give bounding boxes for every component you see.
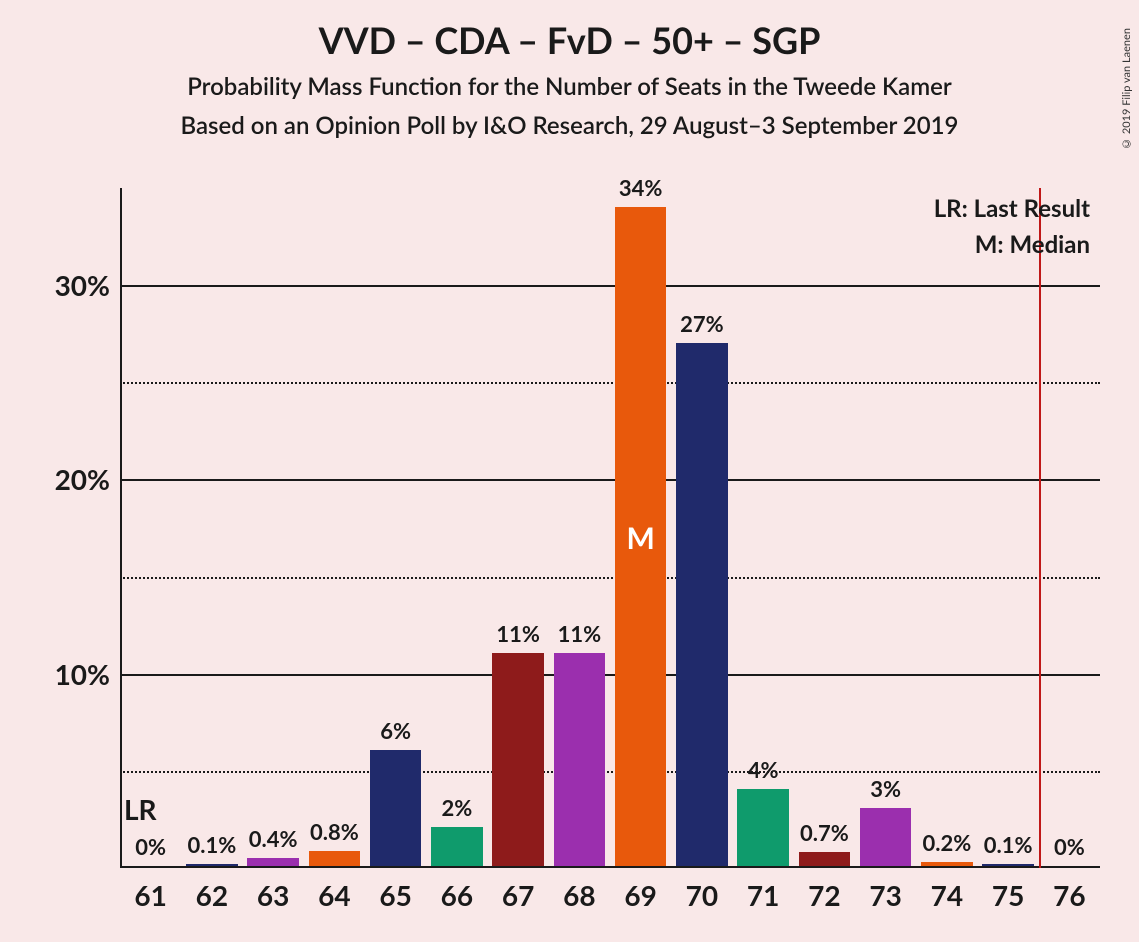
chart-title: VVD – CDA – FvD – 50+ – SGP	[0, 18, 1139, 62]
bar: 0.8%	[309, 851, 360, 866]
bar-slot: 0.7%	[794, 188, 855, 866]
x-tick-label: 66	[441, 878, 473, 912]
legend-lr: LR: Last Result	[934, 194, 1090, 223]
x-tick-label: 64	[318, 878, 350, 912]
bar-slot: 2%	[426, 188, 487, 866]
bar-value-label: 0.2%	[921, 829, 972, 856]
x-tick-label: 75	[992, 878, 1024, 912]
bar: 0.2%	[921, 862, 972, 866]
bar: 4%	[737, 789, 788, 866]
bar-value-label: 6%	[370, 717, 421, 744]
x-tick-label: 62	[196, 878, 228, 912]
bar-value-label: 0.1%	[186, 831, 237, 858]
y-tick-label: 20%	[55, 462, 110, 496]
x-tick-label: 68	[563, 878, 595, 912]
x-tick-label: 73	[869, 878, 901, 912]
x-tick-label: 71	[747, 878, 779, 912]
bar-value-label: 0%	[1044, 833, 1095, 860]
bar-slot: 27%	[671, 188, 732, 866]
bar-slot: 0.1%	[978, 188, 1039, 866]
plot-area: 0%0.1%0.4%0.8%6%2%11%11%34%27%4%0.7%3%0.…	[120, 188, 1100, 868]
x-tick-label: 63	[257, 878, 289, 912]
bar-value-label: 27%	[676, 310, 727, 337]
bar-value-label: 3%	[860, 775, 911, 802]
chart-subtitle-2: Based on an Opinion Poll by I&O Research…	[0, 111, 1139, 140]
chart-subtitle-1: Probability Mass Function for the Number…	[0, 72, 1139, 101]
bar-slot: 0%	[1039, 188, 1100, 866]
bar-value-label: 11%	[492, 620, 543, 647]
bar-slot: 0.8%	[304, 188, 365, 866]
bar: 6%	[370, 750, 421, 866]
bar-slot: 6%	[365, 188, 426, 866]
bar: 27%	[676, 343, 727, 866]
bar-slot: 0.4%	[243, 188, 304, 866]
x-tick-label: 74	[931, 878, 963, 912]
bar-value-label: 11%	[554, 620, 605, 647]
last-result-marker: LR	[124, 792, 157, 826]
bar-slot: 11%	[549, 188, 610, 866]
x-tick-label: 76	[1053, 878, 1085, 912]
legend-m: M: Median	[975, 230, 1090, 259]
bars-container: 0%0.1%0.4%0.8%6%2%11%11%34%27%4%0.7%3%0.…	[120, 188, 1100, 866]
bar: 0.7%	[799, 852, 850, 866]
y-tick-label: 10%	[55, 657, 110, 691]
bar-value-label: 0.1%	[982, 831, 1033, 858]
bar-slot: 3%	[855, 188, 916, 866]
bar: 3%	[860, 808, 911, 866]
bar: 11%	[492, 653, 543, 866]
copyright-text: © 2019 Filip van Laenen	[1120, 28, 1133, 150]
bar: 0.4%	[247, 858, 298, 866]
bar-value-label: 0%	[125, 833, 176, 860]
x-axis	[120, 866, 1100, 868]
x-tick-label: 61	[134, 878, 166, 912]
x-tick-label: 69	[624, 878, 656, 912]
x-tick-label: 65	[379, 878, 411, 912]
reference-vline	[1039, 188, 1041, 868]
bar: 0.1%	[186, 864, 237, 866]
bar-slot: 0.2%	[916, 188, 977, 866]
x-tick-label: 67	[502, 878, 534, 912]
bar: 0.1%	[982, 864, 1033, 866]
x-tick-label: 70	[686, 878, 718, 912]
bar-slot: 11%	[488, 188, 549, 866]
median-marker: M	[626, 520, 654, 556]
bar-value-label: 0.8%	[309, 818, 360, 845]
bar-value-label: 0.7%	[799, 819, 850, 846]
y-tick-label: 30%	[55, 268, 110, 302]
bar: 11%	[554, 653, 605, 866]
bar-value-label: 0.4%	[247, 825, 298, 852]
bar-slot: 0%	[120, 188, 181, 866]
bar-value-label: 2%	[431, 794, 482, 821]
pmf-bar-chart: 0%0.1%0.4%0.8%6%2%11%11%34%27%4%0.7%3%0.…	[120, 188, 1100, 868]
bar-value-label: 4%	[737, 756, 788, 783]
bar-slot: 4%	[733, 188, 794, 866]
x-tick-label: 72	[808, 878, 840, 912]
bar: 2%	[431, 827, 482, 866]
bar-slot: 0.1%	[181, 188, 242, 866]
bar-value-label: 34%	[615, 174, 666, 201]
